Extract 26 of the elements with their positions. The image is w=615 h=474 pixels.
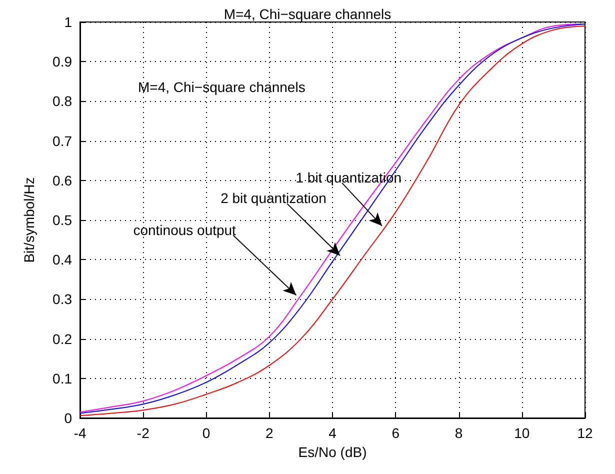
y-tick-label: 1 [64, 14, 72, 30]
x-tick-label: 8 [454, 425, 463, 441]
y-tick-label: 0.4 [52, 252, 72, 268]
y-tick-label: 0.9 [52, 54, 72, 70]
y-tick-label: 0.7 [52, 132, 72, 149]
y-tick-label: 0.8 [52, 93, 72, 110]
x-tick-label: -4 [74, 425, 86, 441]
annotation: continous output [133, 222, 236, 238]
y-axis-title: Bit/symbol/Hz [21, 177, 37, 263]
x-tick-label: 12 [577, 425, 593, 441]
y-tick-label: 0.2 [52, 330, 72, 347]
x-tick-label: 6 [392, 425, 400, 441]
x-tick-label: 2 [265, 425, 274, 441]
x-tick-label: 10 [514, 425, 530, 441]
x-tick-label: 0 [202, 425, 210, 441]
x-tick-label: 4 [328, 425, 337, 441]
x-tick-label: -2 [136, 425, 150, 441]
y-tick-label: 0.6 [52, 172, 72, 188]
x-axis-title: Es/No (dB) [298, 444, 367, 460]
y-tick-label: 0.3 [52, 291, 72, 308]
y-tick-label: 0.5 [52, 212, 72, 228]
annotation: M=4, Chi−square channels [138, 79, 306, 95]
y-tick-label: 0 [64, 410, 72, 426]
annotation: 2 bit quantization [220, 190, 326, 206]
chart-title: M=4, Chi−square channels [224, 6, 392, 22]
y-tick-label: 0.1 [52, 370, 72, 386]
